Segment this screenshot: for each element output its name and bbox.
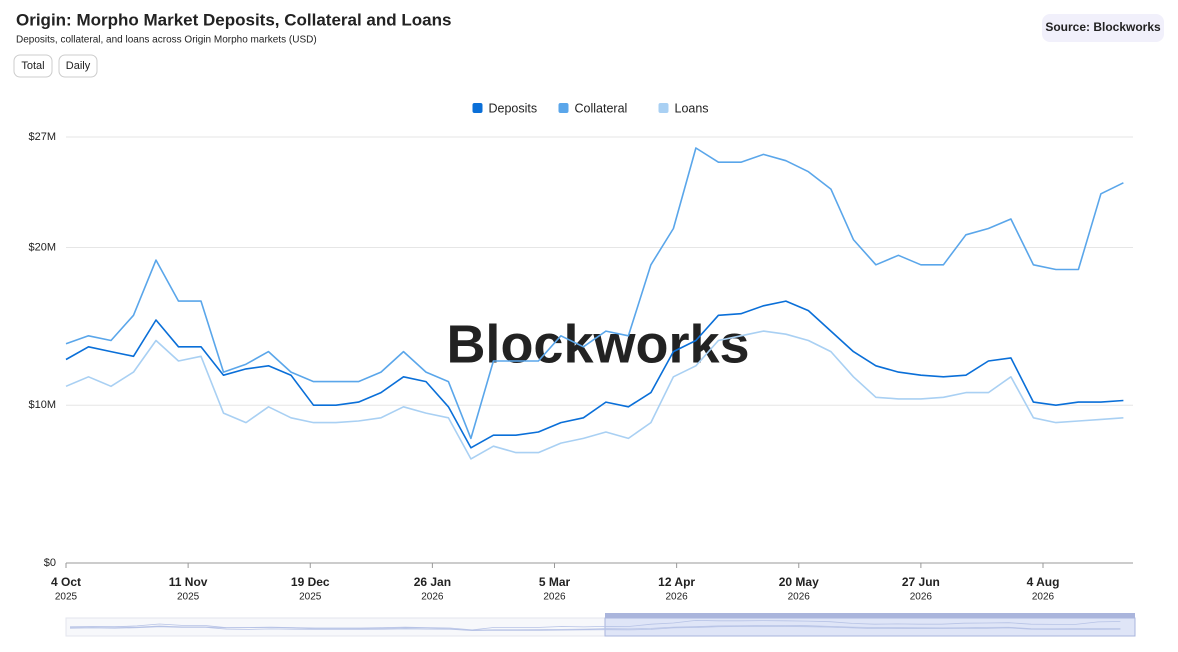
x-tick-year: 2025 (299, 592, 322, 603)
navigator-line (69, 624, 1121, 631)
legend-swatch (658, 103, 669, 113)
x-tick-label: 19 Dec (291, 575, 330, 589)
toggle-label[interactable]: Total (21, 60, 44, 72)
x-tick-year: 2025 (177, 592, 200, 603)
series-line (65, 147, 1124, 440)
y-tick-label: $0 (44, 557, 56, 569)
series-line (65, 300, 1124, 449)
x-tick-label: 12 Apr (658, 575, 695, 589)
y-tick-label: $27M (28, 131, 56, 143)
x-tick-label: 26 Jan (414, 575, 451, 589)
legend-label: Loans (675, 101, 709, 115)
source-badge[interactable] (1042, 14, 1164, 42)
toggle-button[interactable] (13, 54, 53, 78)
chart-subtitle: Deposits, collateral, and loans across O… (16, 35, 317, 46)
y-tick-label: $10M (28, 399, 56, 411)
x-tick-label: 20 May (779, 575, 819, 589)
x-tick-label: 27 Jun (902, 575, 940, 589)
legend-label: Collateral (575, 101, 628, 115)
x-tick-year: 2026 (788, 592, 811, 603)
x-tick-year: 2026 (1032, 592, 1055, 603)
x-tick-year: 2026 (543, 592, 566, 603)
x-tick-label: 4 Oct (51, 575, 81, 589)
y-tick-label: $20M (28, 241, 56, 253)
navigator-handle[interactable] (605, 613, 1135, 618)
watermark: Blockworks (446, 314, 749, 374)
series-line (65, 330, 1124, 460)
source-text[interactable]: Source: Blockworks (1045, 20, 1161, 34)
legend-label: Deposits (489, 101, 538, 115)
x-tick-year: 2026 (666, 592, 689, 603)
x-tick-year: 2026 (421, 592, 444, 603)
toggle-label[interactable]: Daily (66, 60, 91, 72)
x-tick-year: 2025 (55, 592, 78, 603)
legend-swatch (558, 103, 569, 113)
chart-title: Origin: Morpho Market Deposits, Collater… (16, 10, 451, 29)
x-tick-label: 4 Aug (1027, 575, 1060, 589)
x-tick-label: 5 Mar (539, 575, 571, 589)
toggle-button[interactable] (58, 54, 98, 78)
navigator-line (69, 625, 1121, 632)
x-tick-year: 2026 (910, 592, 933, 603)
legend-swatch (472, 103, 483, 113)
x-tick-label: 11 Nov (169, 575, 208, 589)
